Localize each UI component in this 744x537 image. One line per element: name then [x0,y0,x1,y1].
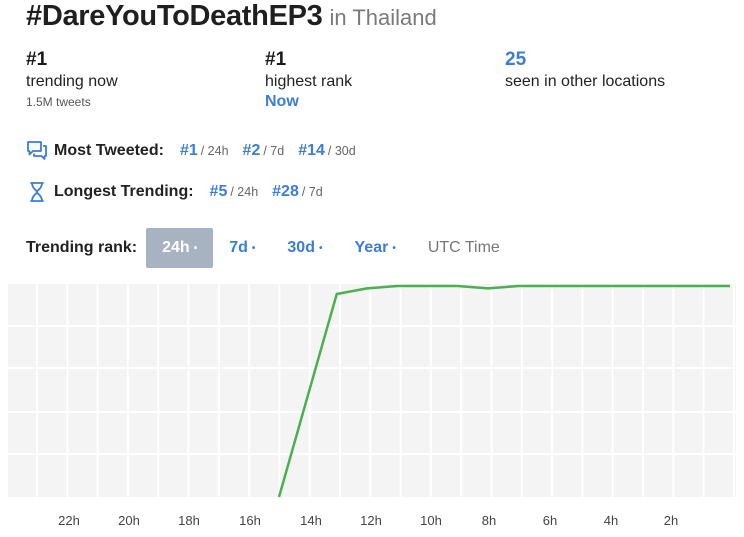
stat-value: #1 [26,49,48,70]
longest-trending-rank-24h[interactable]: #5 [209,183,228,200]
highest-rank-time: Now [265,93,299,110]
tab-7d[interactable]: 7d • [229,239,256,256]
plot-area [8,284,736,497]
most-tweeted-row: Most Tweeted: #1/ 24h #2/ 7d #14/ 30d [26,140,370,162]
trending-rank-chart: 22h 20h 18h 16h 14h 12h 10h 8h 6h 4h 2h [0,282,744,532]
range-tabs: Trending rank: 24h • 7d • 30d • Year • UTC T… [26,228,516,268]
stat-other-locations[interactable]: 25 seen in other locations [505,48,665,92]
stat-label: seen in other locations [505,73,666,90]
x-tick-label: 20h [118,513,140,528]
x-tick-label: 10h [420,513,442,528]
trending-rank-series-line [277,284,730,498]
period-label: / 24h [230,185,259,199]
period-label: / 7d [301,185,323,199]
hourglass-icon [26,181,48,203]
most-tweeted-rank-24h[interactable]: #1 [179,142,198,159]
chat-bubbles-icon [26,140,48,162]
stat-trending-now: #1 trending now 1.5M tweets [26,48,118,109]
period-label: / 24h [200,144,229,158]
stat-value: #1 [265,49,287,70]
x-tick-label: 16h [239,513,261,528]
stat-value[interactable]: 25 [505,49,527,70]
x-tick-label: 8h [482,513,496,528]
longest-trending-label: Longest Trending: [54,183,194,200]
page-title: #DareYouToDeathEP3 in Thailand [26,0,437,36]
stat-label: highest rank [265,73,353,90]
period-label: / 30d [327,144,356,158]
x-tick-label: 2h [664,513,678,528]
tab-year[interactable]: Year • [354,239,396,256]
longest-trending-rank-7d[interactable]: #28 [272,183,299,200]
location-label: in Thailand [329,5,437,30]
x-tick-label: 4h [604,513,618,528]
longest-trending-row: Longest Trending: #5/ 24h #28/ 7d [26,181,337,203]
x-tick-label: 6h [543,513,557,528]
x-tick-label: 18h [178,513,200,528]
tab-24h[interactable]: 24h • [146,228,214,268]
hashtag-title: #DareYouToDeathEP3 [26,0,323,32]
chart-canvas: 22h 20h 18h 16h 14h 12h 10h 8h 6h 4h 2h [8,284,736,528]
stat-highest-rank: #1 highest rank Now [265,48,352,112]
most-tweeted-label: Most Tweeted: [54,142,164,159]
x-tick-label: 14h [300,513,322,528]
x-tick-label: 22h [58,513,80,528]
period-label: / 7d [263,144,285,158]
tab-30d[interactable]: 30d • [287,239,323,256]
x-tick-label: 12h [360,513,382,528]
trending-rank-label: Trending rank: [26,239,138,256]
most-tweeted-rank-7d[interactable]: #2 [242,142,261,159]
most-tweeted-rank-30d[interactable]: #14 [298,142,325,159]
tweet-count: 1.5M tweets [26,95,91,109]
stat-label: trending now [26,73,118,90]
utc-time-toggle[interactable]: UTC Time [427,239,500,256]
